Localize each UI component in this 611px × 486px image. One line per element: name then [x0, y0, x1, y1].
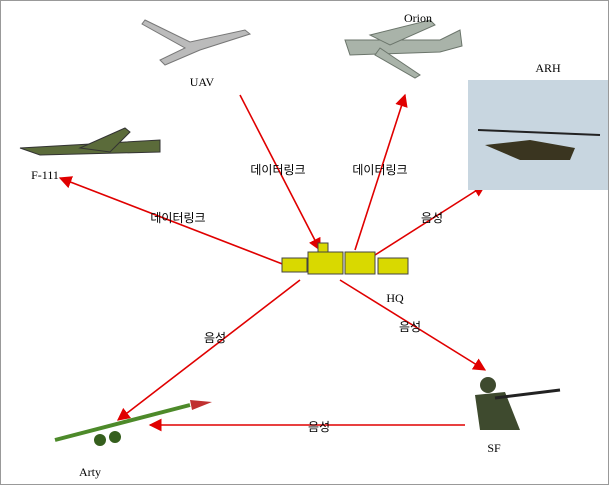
edge-label: 음성 [308, 420, 330, 434]
node-label: F-111 [31, 168, 59, 182]
node-label: SF [487, 441, 501, 455]
frame [1, 1, 609, 485]
edge-label: 음성 [204, 331, 226, 345]
node-label: HQ [386, 291, 404, 305]
edge-label: 음성 [399, 320, 421, 334]
edge-label: 데이터링크 [250, 163, 305, 177]
node-label: ARH [535, 61, 561, 75]
node-label: Orion [404, 11, 432, 25]
diagram: UAV Orion ARH F-111 HQ SF Arty 데이터링크 데이터… [0, 0, 611, 486]
arh-icon [468, 80, 608, 190]
node-label: UAV [190, 75, 215, 89]
edge-label: 데이터링크 [150, 211, 205, 225]
node-label: Arty [79, 465, 101, 479]
edge-label: 음성 [421, 211, 443, 225]
edge-label: 데이터링크 [352, 163, 407, 177]
